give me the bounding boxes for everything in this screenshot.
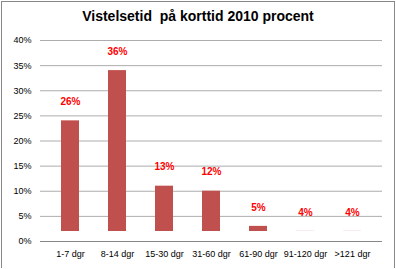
svg-text:36%: 36% — [107, 46, 127, 57]
svg-text:13%: 13% — [154, 161, 174, 172]
svg-text:35%: 35% — [13, 61, 31, 71]
svg-text:5%: 5% — [18, 211, 31, 221]
html-text:Vistelsetid på korttid 2010 pr: Vistelsetid på korttid 2010 procent — [82, 8, 314, 24]
svg-text:26%: 26% — [60, 96, 80, 107]
svg-text:0%: 0% — [18, 236, 31, 246]
svg-text:>121 dgr: >121 dgr — [335, 249, 371, 259]
svg-text:30%: 30% — [13, 86, 31, 96]
svg-text:1-7 dgr: 1-7 dgr — [56, 249, 85, 259]
svg-text:31-60 dgr: 31-60 dgr — [192, 249, 231, 259]
svg-text:10%: 10% — [13, 186, 31, 196]
svg-text:8-14 dgr: 8-14 dgr — [101, 249, 135, 259]
svg-text:5%: 5% — [251, 202, 266, 213]
svg-text:4%: 4% — [298, 207, 313, 218]
svg-text:91-120 dgr: 91-120 dgr — [284, 249, 328, 259]
svg-text:15-30 dgr: 15-30 dgr — [145, 249, 184, 259]
svg-text:25%: 25% — [13, 111, 31, 121]
svg-text:12%: 12% — [201, 166, 221, 177]
svg-text:61-90 dgr: 61-90 dgr — [239, 249, 278, 259]
svg-text:4%: 4% — [345, 207, 360, 218]
svg-text:20%: 20% — [13, 136, 31, 146]
svg-text:15%: 15% — [13, 161, 31, 171]
svg-text:40%: 40% — [13, 35, 31, 45]
